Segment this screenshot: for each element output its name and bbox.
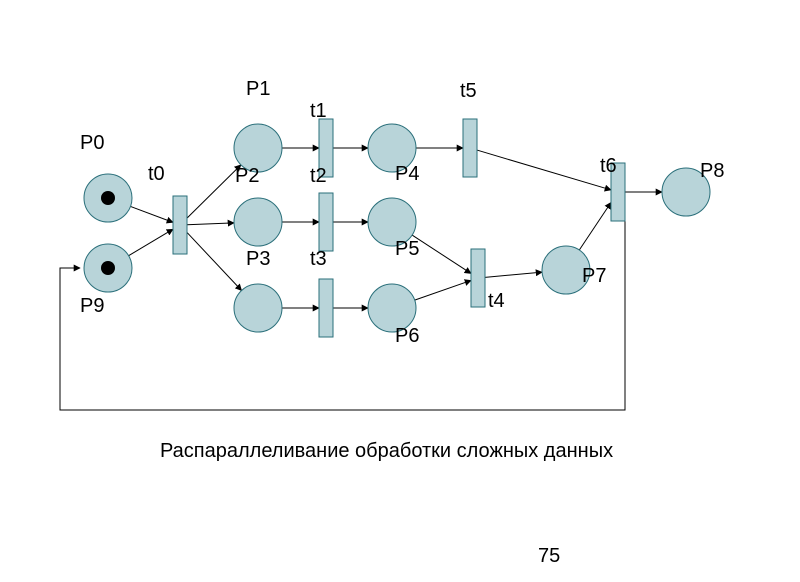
label-t1: t1	[310, 100, 327, 123]
label-t2: t2	[310, 165, 327, 188]
label-t5: t5	[460, 80, 477, 103]
label-P6: P6	[395, 325, 419, 348]
label-P3: P3	[246, 248, 270, 271]
arc-P6-t4	[415, 280, 471, 300]
label-t0: t0	[148, 163, 165, 186]
label-P1: P1	[246, 78, 270, 101]
label-t4: t4	[488, 290, 505, 313]
label-t6: t6	[600, 155, 617, 178]
arc-P9-t0	[129, 229, 173, 256]
label-P7: P7	[582, 265, 606, 288]
transition-t0	[173, 196, 187, 254]
diagram-caption: Распараллеливание обработки сложных данн…	[160, 440, 613, 463]
page-number: 75	[538, 545, 560, 568]
petri-net-diagram	[0, 0, 800, 582]
transition-t4	[471, 249, 485, 307]
label-P2: P2	[235, 165, 259, 188]
transition-t5	[463, 119, 477, 177]
label-P9: P9	[80, 295, 104, 318]
label-P5: P5	[395, 238, 419, 261]
arc-P5-t4	[412, 235, 471, 273]
arc-P7-t6	[579, 203, 611, 251]
label-P8: P8	[700, 160, 724, 183]
arc-t0-P2	[187, 223, 234, 225]
label-P0: P0	[80, 132, 104, 155]
place-P2	[234, 198, 282, 246]
label-t3: t3	[310, 248, 327, 271]
place-P3	[234, 284, 282, 332]
token-P9	[101, 261, 115, 275]
arc-t5-t6	[477, 150, 611, 190]
transition-t3	[319, 279, 333, 337]
label-P4: P4	[395, 163, 419, 186]
arc-t4-P7	[485, 272, 542, 277]
arc-feedback-t6-P9	[60, 221, 625, 410]
arc-t0-P1	[187, 165, 241, 218]
transition-t2	[319, 193, 333, 251]
arc-P0-t0	[130, 206, 173, 222]
token-P0	[101, 191, 115, 205]
arc-t0-P3	[187, 232, 242, 290]
